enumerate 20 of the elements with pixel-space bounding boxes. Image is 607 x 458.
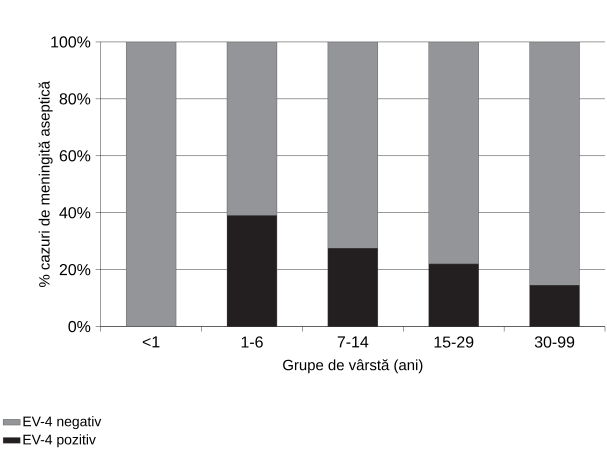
y-tick-label: 0% <box>68 320 90 332</box>
bar <box>226 215 278 326</box>
bar <box>428 264 479 326</box>
legend-label: EV-4 negativ <box>24 416 102 429</box>
y-tick-label: 60% <box>60 150 90 162</box>
y-axis-title: % cazuri de meningită aseptică <box>38 80 53 287</box>
x-tick-label: 30-99 <box>534 336 574 348</box>
bar <box>328 248 378 326</box>
y-tick-label: 80% <box>60 93 90 104</box>
y-tick-label: 100% <box>51 36 90 48</box>
x-tick-label: 7-14 <box>338 336 368 348</box>
bar <box>529 284 580 326</box>
x-tick-label: 1-6 <box>242 336 263 348</box>
x-tick-label: 15-29 <box>434 336 474 348</box>
bar <box>126 42 176 326</box>
x-tick-label: <1 <box>142 336 160 348</box>
y-tick-label: 40% <box>59 206 90 218</box>
y-tick-label: 20% <box>60 264 90 276</box>
x-axis-title: Grupe de vârstă (ani) <box>283 358 422 374</box>
legend-label: EV-4 pozitiv <box>24 434 96 448</box>
